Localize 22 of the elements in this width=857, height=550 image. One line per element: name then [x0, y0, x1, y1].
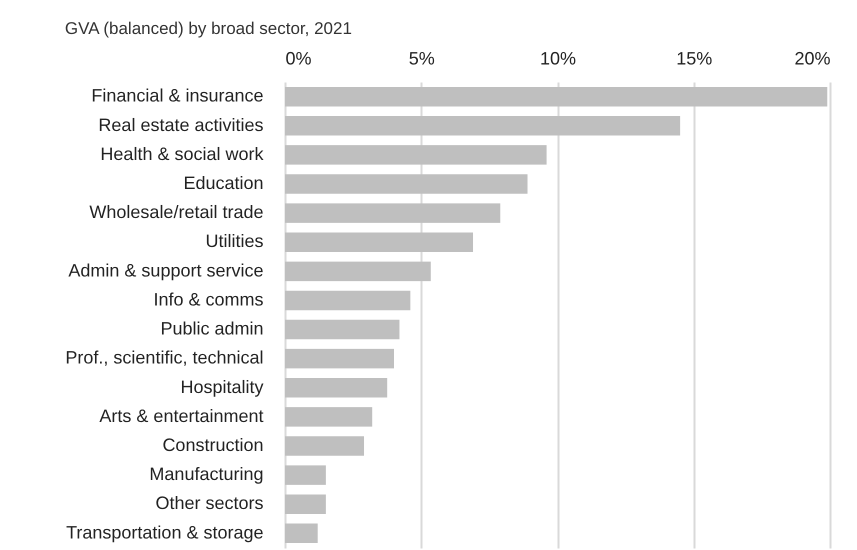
y-tick-label: Real estate activities: [98, 114, 264, 135]
x-tick-label: 10%: [540, 48, 576, 68]
y-tick-label: Wholesale/retail trade: [89, 202, 264, 222]
chart-title: GVA (balanced) by broad sector, 2021: [64, 19, 352, 38]
x-tick-label: 0%: [286, 48, 312, 68]
y-tick-label: Construction: [162, 434, 264, 455]
y-tick-label: Education: [183, 173, 264, 194]
y-tick-label: Arts & entertainment: [99, 406, 264, 426]
y-tick-label: Info & comms: [153, 289, 264, 310]
y-tick-label: Transportation & storage: [66, 522, 264, 542]
y-tick-label: Other sectors: [155, 493, 264, 514]
x-tick-label: 20%: [794, 48, 830, 68]
x-tick-label: 15%: [676, 48, 712, 68]
y-tick-label: Prof., scientific, technical: [65, 348, 264, 368]
y-tick-label: Admin & support service: [68, 260, 264, 280]
y-tick-label: Public admin: [160, 318, 264, 339]
y-tick-label: Hospitality: [180, 376, 264, 397]
y-tick-label: Utilities: [205, 231, 264, 252]
x-tick-label: 5%: [408, 48, 435, 68]
y-tick-label: Financial & insurance: [91, 86, 264, 106]
y-tick-label: Health & social work: [100, 144, 264, 164]
y-tick-label: Manufacturing: [149, 464, 264, 484]
